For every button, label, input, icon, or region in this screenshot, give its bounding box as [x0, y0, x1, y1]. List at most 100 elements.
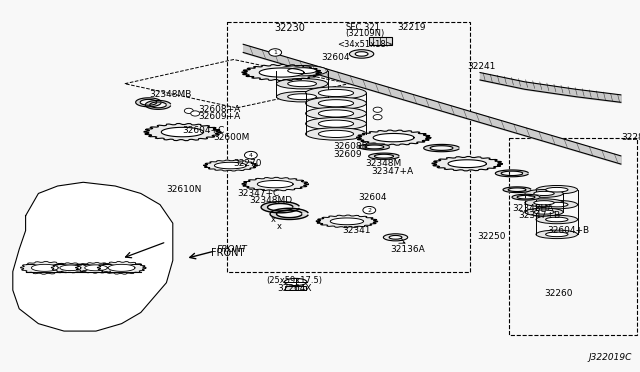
Polygon shape	[242, 177, 308, 191]
Ellipse shape	[319, 120, 354, 127]
Polygon shape	[84, 265, 108, 271]
Polygon shape	[369, 153, 399, 159]
Circle shape	[191, 111, 200, 116]
Polygon shape	[20, 262, 69, 274]
Ellipse shape	[306, 87, 366, 99]
Text: 32609: 32609	[333, 150, 362, 159]
Text: 32136A: 32136A	[390, 245, 425, 254]
Ellipse shape	[306, 118, 366, 130]
Text: 32289: 32289	[621, 133, 640, 142]
Polygon shape	[204, 160, 257, 171]
Circle shape	[373, 115, 382, 120]
Polygon shape	[257, 180, 293, 188]
Text: 32604: 32604	[321, 53, 350, 62]
Polygon shape	[31, 264, 58, 271]
Circle shape	[184, 108, 193, 113]
Ellipse shape	[545, 202, 568, 207]
Text: 32348MD: 32348MD	[250, 196, 292, 205]
Text: 32250: 32250	[477, 232, 506, 241]
Polygon shape	[356, 130, 431, 145]
Ellipse shape	[545, 217, 568, 222]
Polygon shape	[512, 194, 540, 200]
Polygon shape	[76, 263, 116, 273]
Text: 32610N: 32610N	[166, 185, 202, 194]
Ellipse shape	[306, 107, 366, 120]
Ellipse shape	[306, 97, 366, 109]
Polygon shape	[259, 68, 304, 77]
Polygon shape	[161, 127, 204, 137]
Text: <34x51x18>: <34x51x18>	[337, 40, 393, 49]
Ellipse shape	[288, 81, 316, 87]
Polygon shape	[108, 264, 135, 271]
Text: FRONT: FRONT	[216, 245, 247, 254]
Text: 32270: 32270	[234, 159, 262, 168]
Polygon shape	[270, 208, 308, 219]
Text: 4: 4	[249, 153, 253, 158]
Text: 32604+B: 32604+B	[547, 226, 589, 235]
Ellipse shape	[534, 191, 554, 196]
Ellipse shape	[536, 215, 577, 224]
Text: 32609+A: 32609+A	[198, 112, 241, 121]
Text: 32230: 32230	[275, 23, 305, 33]
Polygon shape	[359, 144, 389, 150]
Text: 32341: 32341	[342, 226, 371, 235]
Polygon shape	[261, 202, 299, 213]
Text: 32219: 32219	[397, 23, 426, 32]
Polygon shape	[60, 265, 81, 270]
Circle shape	[269, 49, 282, 56]
Polygon shape	[97, 262, 146, 274]
Text: x: x	[271, 215, 276, 224]
Text: SEC.321: SEC.321	[346, 23, 380, 32]
Text: 2: 2	[367, 208, 371, 213]
Ellipse shape	[276, 78, 328, 89]
Text: 32348M: 32348M	[365, 159, 401, 168]
Polygon shape	[136, 98, 161, 107]
Text: 32604+C: 32604+C	[182, 126, 225, 135]
Polygon shape	[330, 218, 364, 225]
Polygon shape	[495, 170, 528, 177]
Ellipse shape	[534, 201, 554, 205]
Ellipse shape	[288, 68, 316, 74]
Ellipse shape	[534, 210, 554, 214]
Ellipse shape	[306, 128, 366, 140]
Ellipse shape	[525, 199, 563, 207]
Polygon shape	[242, 64, 321, 81]
Ellipse shape	[536, 201, 577, 209]
FancyBboxPatch shape	[369, 37, 392, 45]
Text: 32348MB: 32348MB	[149, 90, 191, 99]
Ellipse shape	[383, 234, 408, 241]
Text: 32241: 32241	[467, 62, 495, 71]
Ellipse shape	[285, 278, 307, 286]
Polygon shape	[316, 215, 378, 228]
Polygon shape	[145, 100, 170, 109]
Text: FRONT: FRONT	[211, 248, 244, 258]
Text: (25x59x17.5): (25x59x17.5)	[266, 276, 323, 285]
Ellipse shape	[525, 189, 563, 197]
Text: 32604: 32604	[358, 193, 387, 202]
Polygon shape	[373, 134, 414, 142]
Ellipse shape	[276, 65, 328, 76]
Text: 32348HA: 32348HA	[512, 204, 554, 213]
Ellipse shape	[545, 232, 568, 237]
Text: x: x	[277, 222, 282, 231]
Text: 32264X: 32264X	[277, 284, 312, 293]
Ellipse shape	[288, 94, 316, 100]
Ellipse shape	[319, 130, 354, 138]
Ellipse shape	[319, 110, 354, 117]
Ellipse shape	[276, 92, 328, 102]
Text: 32347+C: 32347+C	[237, 189, 279, 198]
Polygon shape	[144, 124, 221, 141]
Text: (32109N): (32109N)	[346, 29, 385, 38]
Text: 32608B: 32608B	[333, 142, 367, 151]
Polygon shape	[448, 160, 486, 167]
Ellipse shape	[545, 187, 568, 192]
Circle shape	[244, 151, 257, 159]
Ellipse shape	[355, 52, 368, 56]
Ellipse shape	[319, 89, 354, 97]
Polygon shape	[214, 162, 246, 169]
Polygon shape	[13, 182, 173, 331]
Text: 32600M: 32600M	[213, 133, 250, 142]
Text: 32260: 32260	[544, 289, 573, 298]
Circle shape	[373, 107, 382, 112]
Polygon shape	[432, 157, 502, 171]
